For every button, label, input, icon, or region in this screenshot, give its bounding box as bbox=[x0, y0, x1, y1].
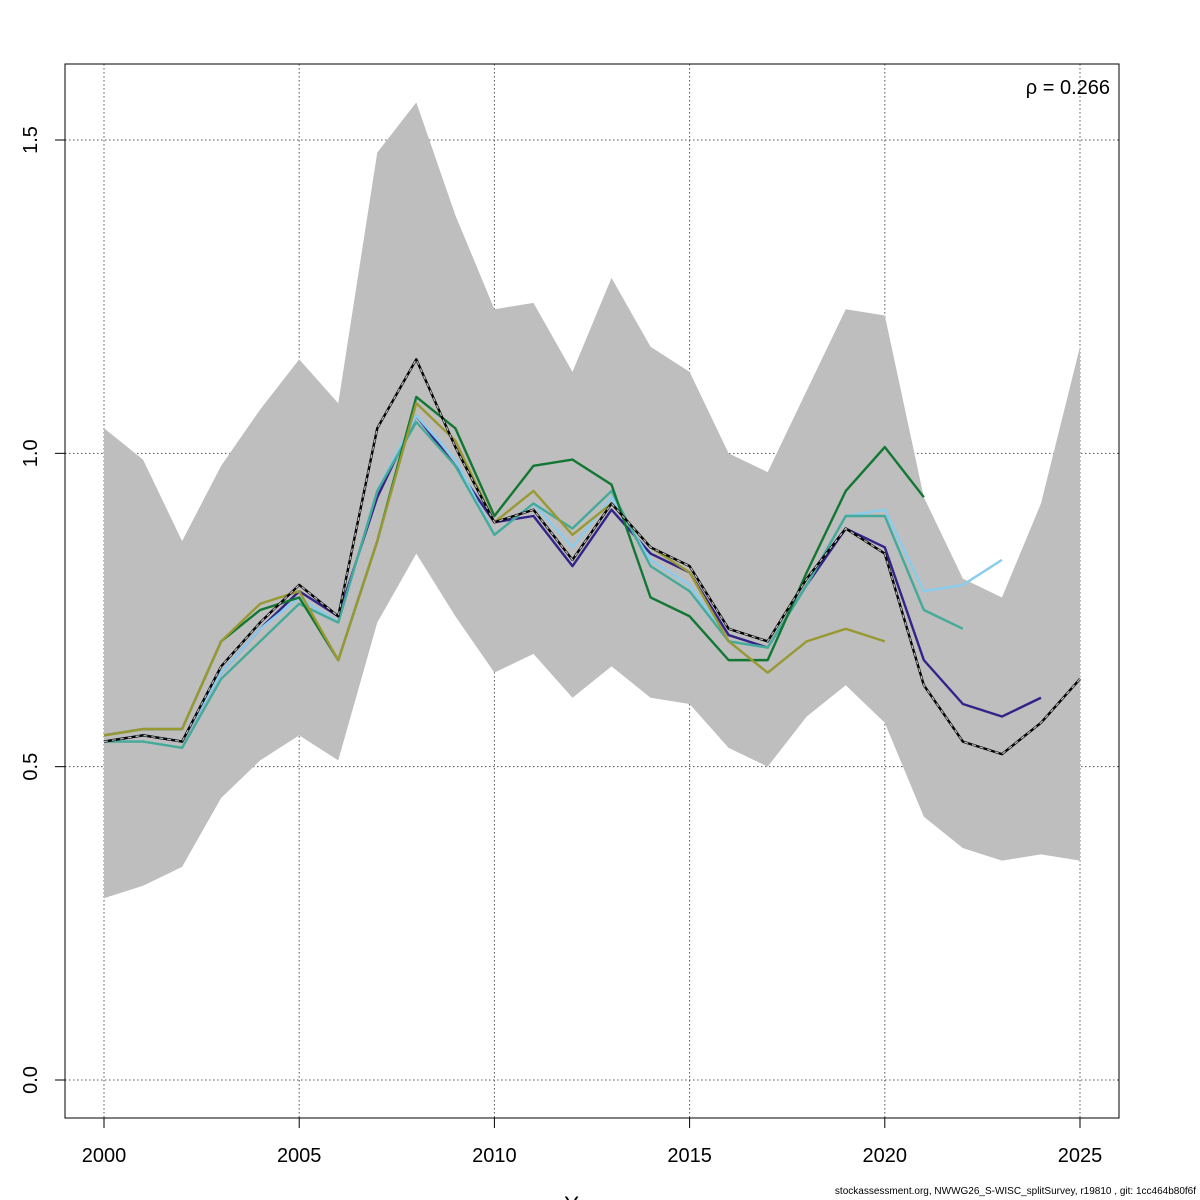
confidence-band-group bbox=[104, 102, 1080, 898]
x-tick-label: 2005 bbox=[277, 1145, 322, 1167]
rho-annotation: ρ = 0.266 bbox=[1026, 77, 1110, 99]
confidence-band bbox=[104, 102, 1080, 898]
y-tick-label: 0.0 bbox=[20, 1066, 42, 1094]
x-tick-label: 2000 bbox=[82, 1145, 127, 1167]
x-tick-label: 2010 bbox=[472, 1145, 517, 1167]
x-axis: 2000 2005 2010 2015 2020 2025 bbox=[82, 1118, 1103, 1167]
y-axis: 0.0 0.5 1.0 1.5 bbox=[20, 126, 65, 1094]
x-tick-label: 2015 bbox=[667, 1145, 712, 1167]
x-axis-label: Years bbox=[564, 1192, 619, 1200]
y-tick-label: 1.0 bbox=[20, 439, 42, 467]
y-tick-label: 0.5 bbox=[20, 753, 42, 781]
x-tick-label: 2020 bbox=[863, 1145, 908, 1167]
x-tick-label: 2025 bbox=[1058, 1145, 1103, 1167]
footer-credit: stockassessment.org, NWWG26_S-WISC_split… bbox=[835, 1186, 1196, 1197]
y-tick-label: 1.5 bbox=[20, 126, 42, 154]
